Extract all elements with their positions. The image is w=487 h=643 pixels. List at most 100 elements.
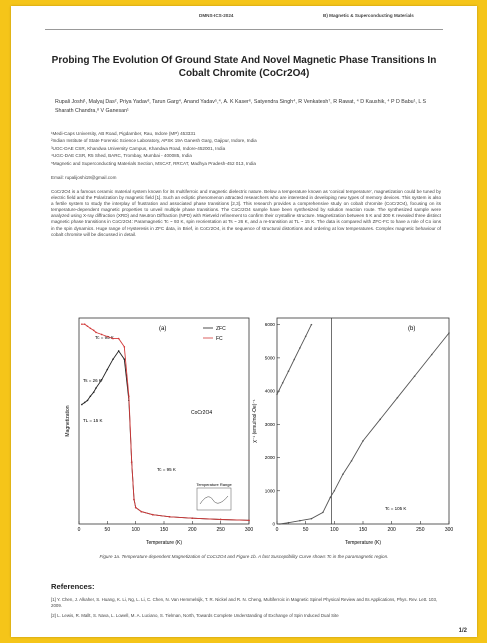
data-point bbox=[106, 368, 109, 371]
data-point bbox=[123, 358, 126, 360]
data-point bbox=[86, 399, 89, 402]
y-tick-label: 4000 bbox=[265, 389, 276, 394]
data-point bbox=[100, 379, 103, 381]
data-point bbox=[112, 358, 114, 360]
paper-title: Probing The Evolution Of Ground State An… bbox=[51, 55, 437, 79]
references-heading: References: bbox=[51, 582, 95, 591]
data-point bbox=[112, 337, 114, 340]
data-point bbox=[310, 517, 313, 520]
x-tick-label: 200 bbox=[387, 527, 396, 533]
annotation-tl: TL = 15 K bbox=[83, 418, 102, 423]
running-header: DMNS-ICS-2024 B) Magnetic & Superconduct… bbox=[11, 11, 477, 29]
data-point bbox=[89, 395, 92, 398]
affiliation: ¹Medi-Caps University, AB Road, Pigdambe… bbox=[51, 131, 196, 136]
affiliation: ⁴UGC-DAE CSR, R5 Shed, BARC, Trombay, Mu… bbox=[51, 153, 192, 159]
data-point bbox=[117, 350, 120, 352]
x-tick-label: 300 bbox=[245, 527, 254, 533]
data-point bbox=[287, 521, 290, 524]
data-point bbox=[310, 323, 313, 326]
data-point bbox=[106, 335, 109, 338]
data-point bbox=[130, 461, 133, 463]
data-point bbox=[134, 506, 137, 509]
y-tick-label: 6000 bbox=[265, 322, 276, 327]
paper-page: DMNS-ICS-2024 B) Magnetic & Superconduct… bbox=[11, 6, 477, 637]
annotation-tc: Tc = 95 K bbox=[95, 335, 114, 340]
annotation-ts: Ts = 26 K bbox=[83, 378, 102, 383]
x-tick-label: 250 bbox=[416, 527, 425, 533]
x-tick-label: 100 bbox=[330, 527, 339, 533]
data-point bbox=[281, 381, 284, 384]
data-point bbox=[100, 333, 103, 336]
chart-panel-a: (a) 0 50 100 150 200 250 300 Temperature (K) M… bbox=[65, 317, 254, 546]
plot-frame-b bbox=[276, 317, 450, 525]
chart-panel-b: (b) 0 50 100 150 200 250 300 0 1000 2000 3000 4000… bbox=[252, 317, 453, 546]
affiliation: ²Indian Institute of State Forensic Scie… bbox=[51, 138, 257, 144]
author-list: Rupali Joshi¹, Malyaj Das², Priya Yadav³… bbox=[55, 99, 427, 114]
data-point bbox=[92, 391, 95, 393]
data-point bbox=[83, 323, 86, 325]
y-tick-label: 1000 bbox=[265, 488, 276, 493]
data-point bbox=[279, 523, 281, 525]
data-point bbox=[83, 401, 86, 404]
data-point bbox=[299, 347, 301, 349]
x-tick-label: 200 bbox=[188, 527, 197, 533]
affiliation: ³UGC-DAE CSR, Khandwa University Campus,… bbox=[51, 145, 226, 151]
reference-item: [2] L. Lewis, R. Mallt, S. Nava, L. Lowe… bbox=[51, 613, 339, 618]
legend-zfc: ZFC bbox=[216, 326, 226, 332]
y-tick-label: 0 bbox=[272, 522, 275, 527]
data-point bbox=[128, 395, 130, 398]
x-axis-label-b: Temperature (K) bbox=[345, 540, 381, 546]
affiliations: ¹Medi-Caps University, AB Road, Pigdambe… bbox=[51, 130, 437, 167]
data-point bbox=[362, 440, 364, 442]
y-axis-label-a: Magnetization bbox=[65, 405, 71, 436]
data-point bbox=[89, 327, 92, 330]
x-tick-label: 50 bbox=[303, 527, 309, 533]
data-point bbox=[396, 396, 399, 399]
y-tick-label: 2000 bbox=[265, 455, 276, 460]
data-point bbox=[322, 511, 324, 514]
inset-curve bbox=[199, 495, 229, 505]
data-point bbox=[379, 418, 382, 421]
inset-label: Temperature Range bbox=[196, 482, 232, 487]
data-point bbox=[413, 375, 416, 377]
affiliation: ⁵Magnetic and Superconducting Materials … bbox=[51, 160, 256, 166]
abstract-text: CoCr2O4 is a famous ceramic material sys… bbox=[51, 189, 441, 237]
data-point bbox=[95, 387, 97, 389]
x-tick-label: 0 bbox=[78, 527, 81, 533]
figure: (a) 0 50 100 150 200 250 300 Temperature (K) M… bbox=[63, 314, 455, 559]
data-point bbox=[140, 510, 143, 513]
x-tick-label: 250 bbox=[216, 527, 225, 533]
x-tick-label: 150 bbox=[160, 527, 169, 533]
x-tick-label: 0 bbox=[276, 527, 279, 533]
figure-svg: (a) 0 50 100 150 200 250 300 Temperature (K) M… bbox=[65, 317, 453, 546]
y-axis-label-b: χ⁻¹ (emu/mol·Oe)⁻¹ bbox=[252, 399, 258, 443]
data-point bbox=[350, 460, 353, 462]
annotation-tc-lower: Tc = 95 K bbox=[157, 467, 176, 472]
inset-frame bbox=[196, 487, 232, 511]
y-tick-label: 5000 bbox=[265, 355, 276, 360]
reference-item: [1] Y. Chen, J. Alkaher, S. Huang, K. Li… bbox=[51, 597, 438, 608]
data-point bbox=[133, 498, 135, 501]
panel-label-b: (b) bbox=[408, 326, 415, 332]
data-point bbox=[333, 489, 336, 492]
data-point bbox=[248, 519, 250, 522]
track-name: B) Magnetic & Superconducting Materials bbox=[323, 13, 414, 18]
data-point bbox=[219, 518, 222, 521]
x-tick-label: 100 bbox=[131, 527, 140, 533]
data-point bbox=[287, 370, 290, 372]
x-axis-label-a: Temperature (K) bbox=[146, 540, 182, 546]
data-point bbox=[86, 325, 89, 328]
data-point bbox=[191, 517, 194, 520]
series-line-b-0 bbox=[279, 332, 450, 525]
contact-email: Email: rupalijoshi19@gmail.com bbox=[51, 175, 117, 180]
data-point bbox=[168, 515, 171, 518]
data-point bbox=[151, 513, 154, 516]
data-point bbox=[342, 473, 344, 475]
data-point bbox=[81, 323, 83, 325]
panel-label-a: (a) bbox=[159, 326, 166, 332]
data-point bbox=[431, 353, 433, 356]
data-point bbox=[95, 331, 97, 334]
x-tick-label: 150 bbox=[359, 527, 368, 533]
legend-fc: FC bbox=[216, 336, 223, 342]
x-tick-label: 50 bbox=[105, 527, 111, 533]
